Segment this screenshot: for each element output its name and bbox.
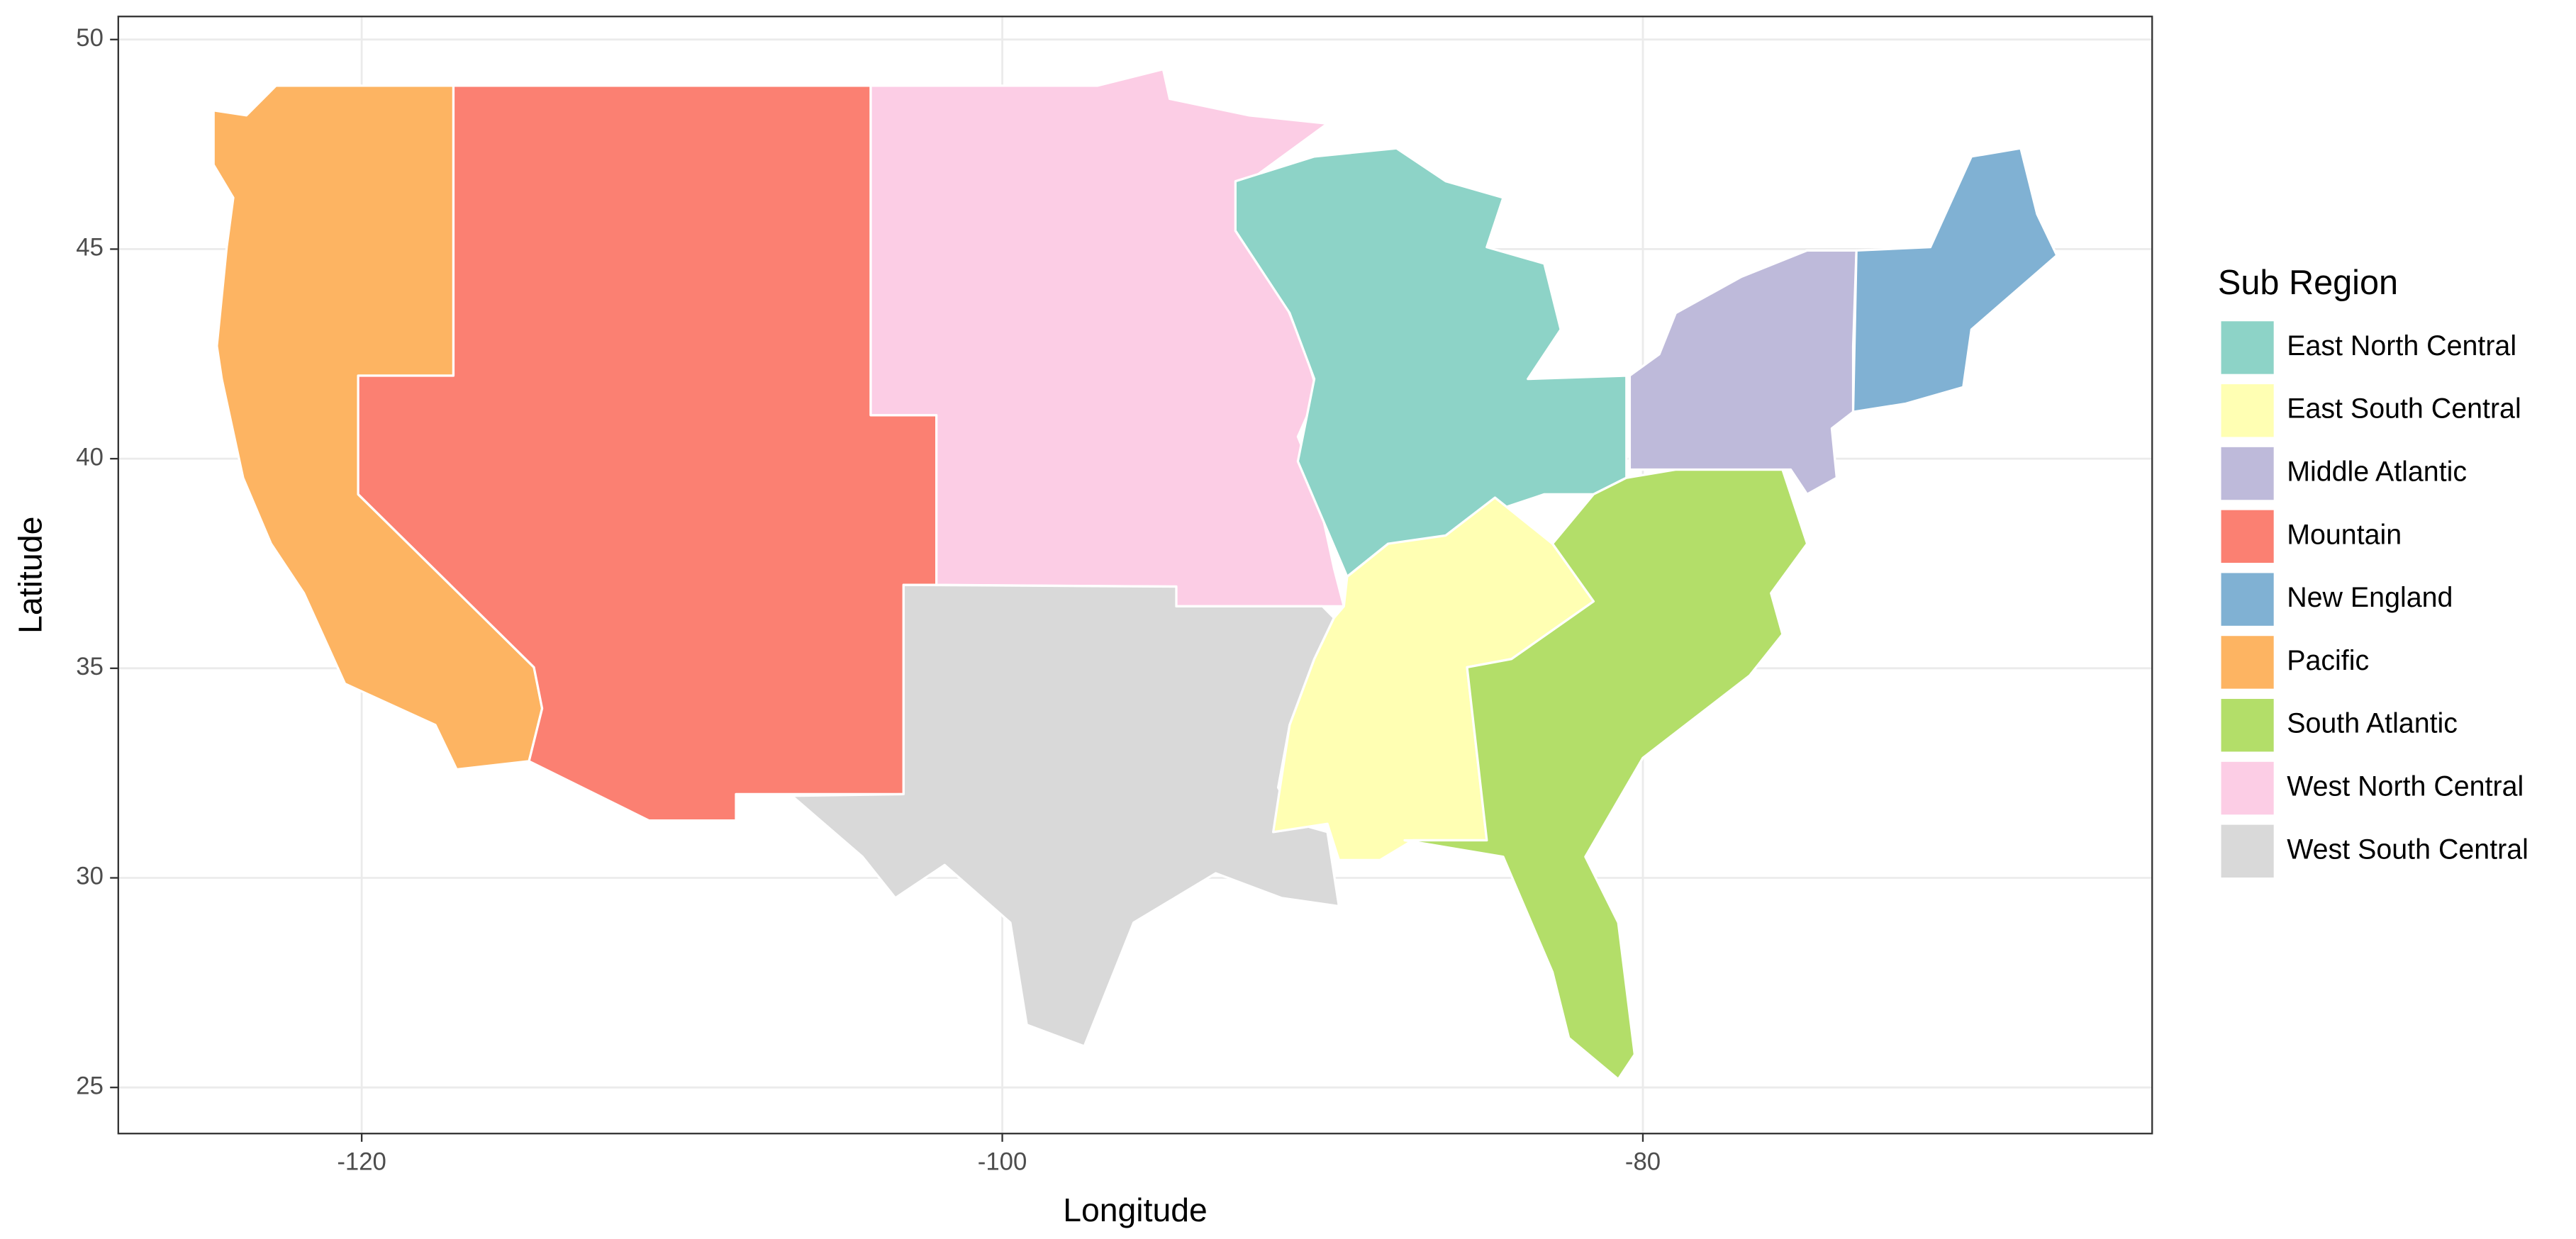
y-tick-label: 50	[76, 24, 104, 52]
legend-key	[2221, 636, 2274, 689]
x-tick-label: -120	[337, 1148, 386, 1175]
legend-key	[2221, 447, 2274, 500]
legend-key	[2221, 824, 2274, 878]
y-tick-label: 35	[76, 653, 104, 680]
legend-title: Sub Region	[2218, 264, 2398, 302]
y-tick-label: 25	[76, 1072, 104, 1099]
region-shape	[869, 68, 1345, 608]
legend-key	[2221, 510, 2274, 564]
x-tick-label: -80	[1625, 1148, 1661, 1175]
legend-key	[2221, 699, 2274, 752]
legend: East North Central East South Central Midd…	[2221, 321, 2528, 878]
y-tick-label: 40	[76, 443, 104, 471]
legend-label: West North Central	[2287, 770, 2524, 802]
region-shape	[791, 583, 1340, 1048]
ticks: -120 -100 -80 25 30 35 40 45 50	[76, 24, 1661, 1175]
x-tick-label: -100	[978, 1148, 1027, 1175]
panel-border	[117, 16, 2153, 1135]
map	[212, 68, 2058, 1081]
legend-label: Pacific	[2287, 645, 2369, 676]
legend-key	[2221, 384, 2274, 437]
x-axis-title: Longitude	[1063, 1192, 1208, 1228]
legend-key	[2221, 321, 2274, 374]
legend-label: West South Central	[2287, 834, 2528, 865]
y-tick-label: 30	[76, 863, 104, 890]
legend-key	[2221, 761, 2274, 815]
legend-label: East North Central	[2287, 330, 2516, 361]
region-shape	[1851, 147, 2058, 413]
legend-label: Mountain	[2287, 519, 2402, 550]
legend-label: East South Central	[2287, 393, 2521, 425]
legend-label: Middle Atlantic	[2287, 456, 2467, 487]
legend-label: New England	[2287, 582, 2453, 613]
legend-label: South Atlantic	[2287, 708, 2458, 739]
y-axis-title: Latitude	[12, 517, 49, 634]
legend-key	[2221, 573, 2274, 626]
y-tick-label: 45	[76, 234, 104, 262]
